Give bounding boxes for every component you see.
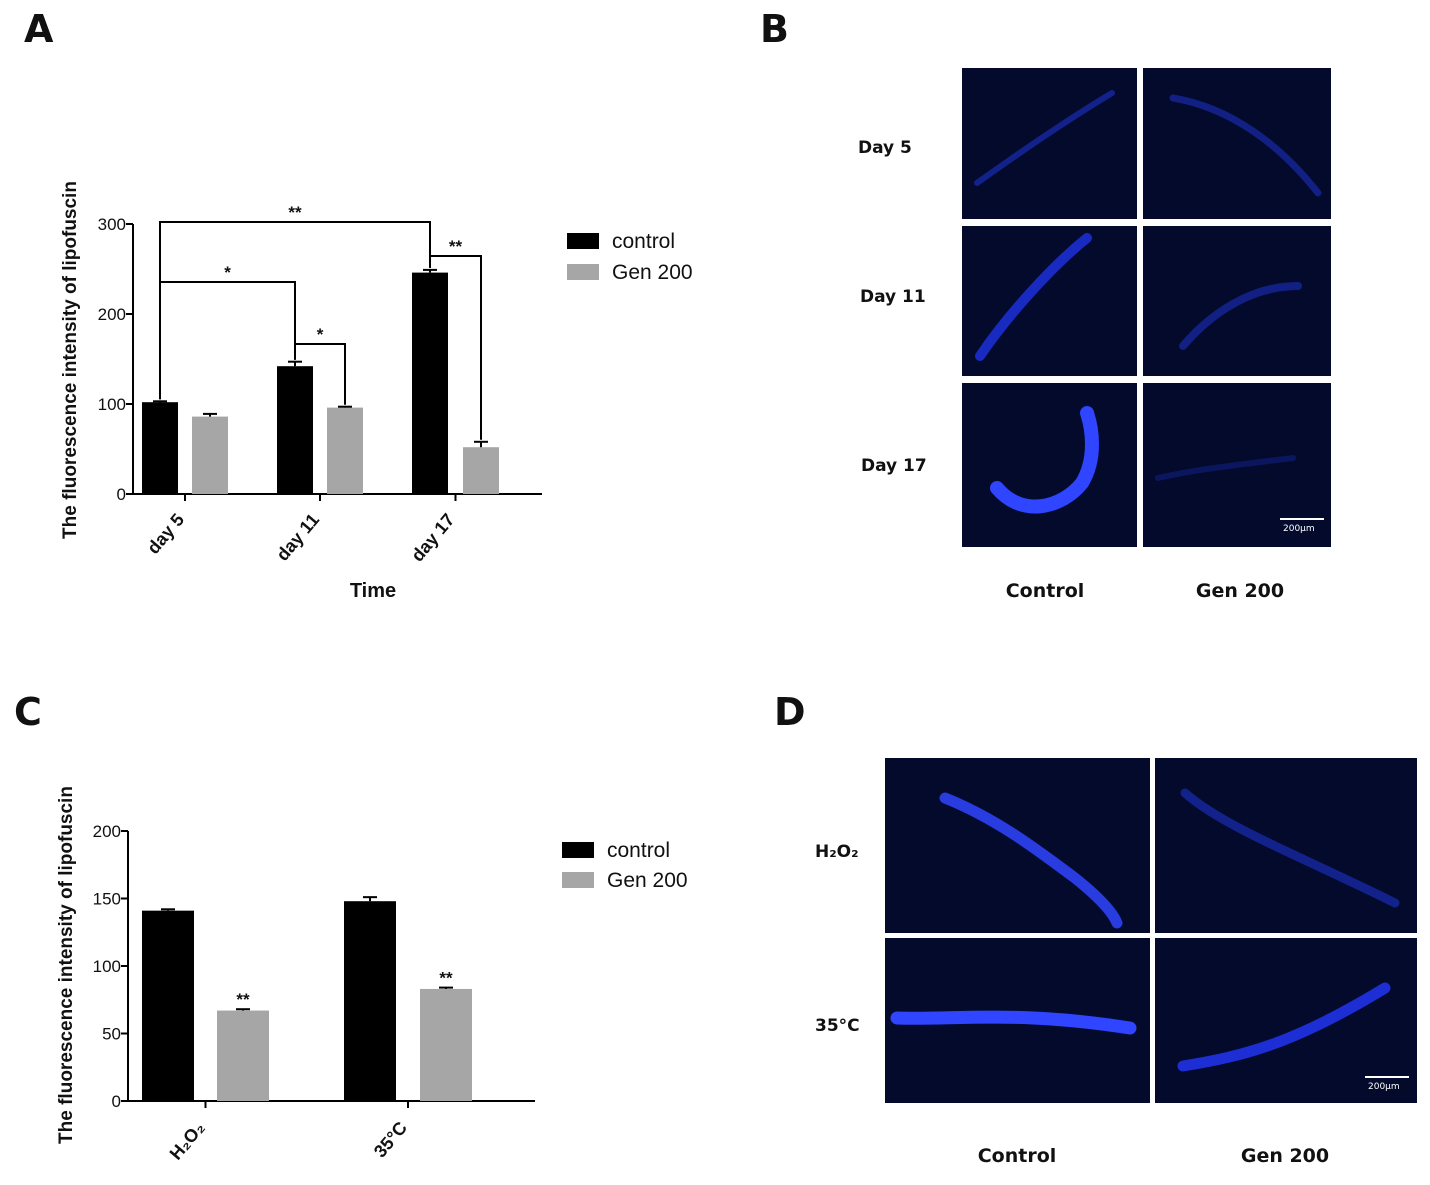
micrograph-day17-gen200: 200μm <box>1143 383 1331 547</box>
x-tick-label: 35°C <box>370 1118 411 1162</box>
y-tick-label: 200 <box>98 305 126 324</box>
bar-control-1 <box>277 366 313 494</box>
legend-swatch <box>567 233 599 249</box>
row-label-day5: Day 5 <box>858 138 912 158</box>
row-label-35c: 35°C <box>815 1016 860 1036</box>
bar-control-1 <box>344 901 396 1101</box>
micrograph-35c-control <box>885 938 1150 1103</box>
bar-control-0 <box>142 402 178 494</box>
micrograph-35c-gen200: 200μm <box>1155 938 1417 1103</box>
y-tick-label: 150 <box>93 890 121 909</box>
y-tick-label: 200 <box>93 822 121 841</box>
x-tick-label: H₂O₂ <box>166 1118 209 1164</box>
bar-gen-200-0 <box>192 416 228 494</box>
column-label-control: Control <box>977 1145 1057 1167</box>
significance-label: ** <box>439 969 453 988</box>
micrograph-day5-control <box>962 68 1137 219</box>
y-tick-label: 100 <box>93 957 121 976</box>
panel-letter-b: B <box>760 7 789 51</box>
micrograph-day11-control <box>962 226 1137 376</box>
panel-letter-c: C <box>14 690 42 734</box>
bar-control-0 <box>142 910 194 1101</box>
scale-bar-label: 200μm <box>1283 524 1315 534</box>
chart-c: 0 50 100 150 200 The fluorescence intensity o… <box>56 786 688 1164</box>
y-axis-label: The fluorescence intensity of lipofuscin <box>56 786 77 1144</box>
micrograph-h2o2-gen200 <box>1155 758 1417 933</box>
legend-label: control <box>612 230 675 253</box>
scale-bar <box>1365 1076 1409 1078</box>
bar-gen-200-1 <box>327 407 363 494</box>
significance-label: ** <box>449 237 463 256</box>
significance-label: * <box>224 263 231 282</box>
scale-bar-label: 200μm <box>1368 1082 1400 1092</box>
legend-label: control <box>607 839 670 862</box>
column-label-gen200: Gen 200 <box>1240 1145 1330 1167</box>
y-axis-label: The fluorescence intensity of lipofuscin <box>60 181 81 539</box>
legend-label: Gen 200 <box>612 261 693 284</box>
panel-letter-a: A <box>24 7 54 51</box>
x-tick-label: day 17 <box>407 510 458 566</box>
bar-gen-200-0 <box>217 1010 269 1101</box>
y-tick-label: 100 <box>98 395 126 414</box>
micrograph-h2o2-control <box>885 758 1150 933</box>
micrograph-day17-control <box>962 383 1137 547</box>
column-label-control: Control <box>1005 580 1085 602</box>
legend-swatch <box>562 842 594 858</box>
significance-bracket <box>294 343 346 405</box>
x-axis-label: Time <box>350 580 396 602</box>
significance-label: * <box>317 325 324 344</box>
y-tick-label: 50 <box>102 1025 121 1044</box>
x-tick-label: day 11 <box>272 510 323 565</box>
row-label-day17: Day 17 <box>861 456 927 476</box>
scale-bar <box>1280 518 1324 520</box>
chart-a: 0 100 200 300 The fluorescence intensity of … <box>60 181 693 602</box>
significance-bracket <box>159 281 296 400</box>
legend-swatch <box>567 264 599 280</box>
micrograph-day11-gen200 <box>1143 226 1331 376</box>
bar-gen-200-1 <box>420 988 472 1101</box>
bar-control-2 <box>412 272 448 494</box>
significance-bracket <box>429 255 482 440</box>
y-tick-label: 0 <box>112 1092 121 1111</box>
significance-label: ** <box>288 203 302 222</box>
legend-swatch <box>562 872 594 888</box>
legend-label: Gen 200 <box>607 869 688 892</box>
x-tick-label: day 5 <box>143 510 188 558</box>
row-label-h2o2: H₂O₂ <box>815 842 859 862</box>
micrograph-day5-gen200 <box>1143 68 1331 219</box>
row-label-day11: Day 11 <box>860 287 926 307</box>
column-label-gen200: Gen 200 <box>1195 580 1285 602</box>
panel-letter-d: D <box>774 690 806 734</box>
bar-gen-200-2 <box>463 447 499 494</box>
y-tick-label: 0 <box>117 485 126 504</box>
y-tick-label: 300 <box>98 215 126 234</box>
significance-label: ** <box>236 990 250 1009</box>
